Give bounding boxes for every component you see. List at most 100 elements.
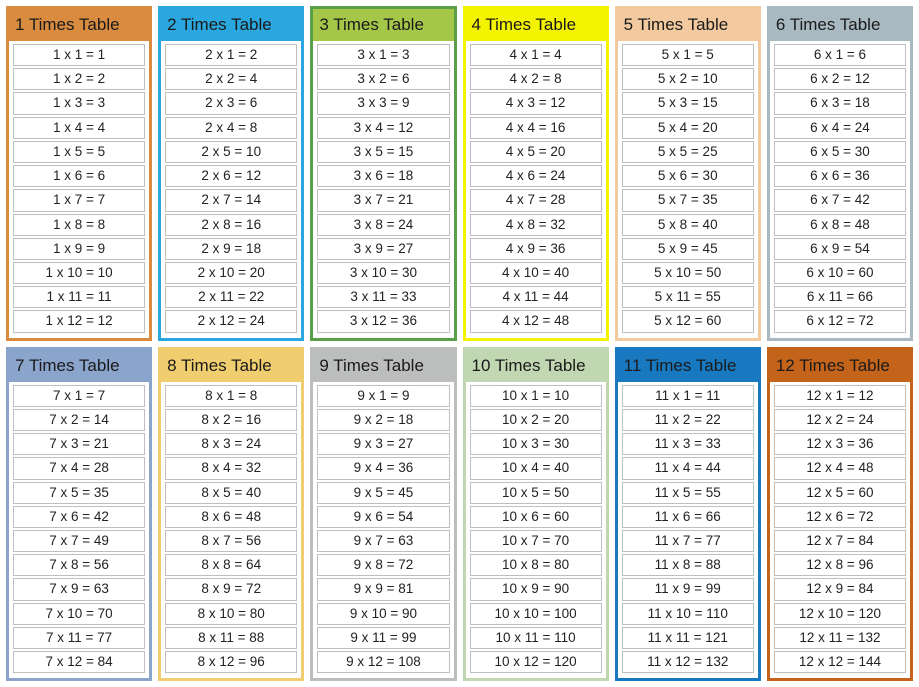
table-row: 7 x 1 = 7 — [13, 385, 145, 407]
table-row: 11 x 11 = 121 — [622, 627, 754, 649]
table-row: 9 x 1 = 9 — [317, 385, 449, 407]
table-row: 9 x 9 = 81 — [317, 578, 449, 600]
times-table-card: 8 Times Table8 x 1 = 88 x 2 = 168 x 3 = … — [158, 347, 304, 682]
card-title: 9 Times Table — [313, 350, 453, 382]
table-row: 12 x 9 = 84 — [774, 578, 906, 600]
table-row: 6 x 2 = 12 — [774, 68, 906, 90]
card-title: 5 Times Table — [618, 9, 758, 41]
card-title: 12 Times Table — [770, 350, 910, 382]
table-row: 11 x 9 = 99 — [622, 578, 754, 600]
card-rows: 4 x 1 = 44 x 2 = 84 x 3 = 124 x 4 = 164 … — [466, 41, 606, 338]
table-row: 12 x 7 = 84 — [774, 530, 906, 552]
table-row: 11 x 1 = 11 — [622, 385, 754, 407]
card-title: 3 Times Table — [313, 9, 453, 41]
table-row: 1 x 6 = 6 — [13, 165, 145, 187]
table-row: 8 x 4 = 32 — [165, 457, 297, 479]
card-rows: 10 x 1 = 1010 x 2 = 2010 x 3 = 3010 x 4 … — [466, 382, 606, 679]
times-table-card: 10 Times Table10 x 1 = 1010 x 2 = 2010 x… — [463, 347, 609, 682]
table-row: 11 x 3 = 33 — [622, 433, 754, 455]
card-rows: 6 x 1 = 66 x 2 = 126 x 3 = 186 x 4 = 246… — [770, 41, 910, 338]
table-row: 5 x 1 = 5 — [622, 44, 754, 66]
table-row: 3 x 5 = 15 — [317, 141, 449, 163]
table-row: 8 x 7 = 56 — [165, 530, 297, 552]
times-table-card: 6 Times Table6 x 1 = 66 x 2 = 126 x 3 = … — [767, 6, 913, 341]
table-row: 5 x 7 = 35 — [622, 189, 754, 211]
table-row: 6 x 9 = 54 — [774, 238, 906, 260]
table-row: 7 x 4 = 28 — [13, 457, 145, 479]
table-row: 1 x 4 = 4 — [13, 117, 145, 139]
table-row: 4 x 6 = 24 — [470, 165, 602, 187]
table-row: 8 x 1 = 8 — [165, 385, 297, 407]
table-row: 5 x 2 = 10 — [622, 68, 754, 90]
table-row: 10 x 1 = 10 — [470, 385, 602, 407]
table-row: 2 x 5 = 10 — [165, 141, 297, 163]
table-row: 7 x 2 = 14 — [13, 409, 145, 431]
card-rows: 8 x 1 = 88 x 2 = 168 x 3 = 248 x 4 = 328… — [161, 382, 301, 679]
table-row: 4 x 7 = 28 — [470, 189, 602, 211]
table-row: 6 x 6 = 36 — [774, 165, 906, 187]
table-row: 12 x 2 = 24 — [774, 409, 906, 431]
table-row: 11 x 12 = 132 — [622, 651, 754, 673]
table-row: 6 x 3 = 18 — [774, 92, 906, 114]
table-row: 1 x 2 = 2 — [13, 68, 145, 90]
table-row: 6 x 1 = 6 — [774, 44, 906, 66]
table-row: 3 x 4 = 12 — [317, 117, 449, 139]
card-title: 11 Times Table — [618, 350, 758, 382]
table-row: 11 x 6 = 66 — [622, 506, 754, 528]
table-row: 5 x 3 = 15 — [622, 92, 754, 114]
table-row: 5 x 12 = 60 — [622, 310, 754, 332]
table-row: 9 x 10 = 90 — [317, 603, 449, 625]
table-row: 1 x 10 = 10 — [13, 262, 145, 284]
times-table-card: 1 Times Table1 x 1 = 11 x 2 = 21 x 3 = 3… — [6, 6, 152, 341]
times-table-card: 9 Times Table9 x 1 = 99 x 2 = 189 x 3 = … — [310, 347, 456, 682]
table-row: 7 x 10 = 70 — [13, 603, 145, 625]
table-row: 3 x 3 = 9 — [317, 92, 449, 114]
table-row: 2 x 3 = 6 — [165, 92, 297, 114]
table-row: 7 x 3 = 21 — [13, 433, 145, 455]
card-title: 6 Times Table — [770, 9, 910, 41]
table-row: 12 x 12 = 144 — [774, 651, 906, 673]
table-row: 10 x 12 = 120 — [470, 651, 602, 673]
table-row: 5 x 5 = 25 — [622, 141, 754, 163]
times-tables-grid: 1 Times Table1 x 1 = 11 x 2 = 21 x 3 = 3… — [6, 6, 913, 681]
table-row: 6 x 11 = 66 — [774, 286, 906, 308]
card-rows: 2 x 1 = 22 x 2 = 42 x 3 = 62 x 4 = 82 x … — [161, 41, 301, 338]
table-row: 9 x 3 = 27 — [317, 433, 449, 455]
times-table-card: 12 Times Table12 x 1 = 1212 x 2 = 2412 x… — [767, 347, 913, 682]
table-row: 4 x 10 = 40 — [470, 262, 602, 284]
card-rows: 5 x 1 = 55 x 2 = 105 x 3 = 155 x 4 = 205… — [618, 41, 758, 338]
table-row: 3 x 7 = 21 — [317, 189, 449, 211]
table-row: 9 x 12 = 108 — [317, 651, 449, 673]
table-row: 5 x 9 = 45 — [622, 238, 754, 260]
table-row: 2 x 12 = 24 — [165, 310, 297, 332]
table-row: 12 x 5 = 60 — [774, 482, 906, 504]
table-row: 2 x 2 = 4 — [165, 68, 297, 90]
card-title: 2 Times Table — [161, 9, 301, 41]
table-row: 2 x 7 = 14 — [165, 189, 297, 211]
table-row: 5 x 6 = 30 — [622, 165, 754, 187]
table-row: 1 x 8 = 8 — [13, 214, 145, 236]
table-row: 1 x 11 = 11 — [13, 286, 145, 308]
table-row: 12 x 8 = 96 — [774, 554, 906, 576]
table-row: 4 x 1 = 4 — [470, 44, 602, 66]
table-row: 2 x 9 = 18 — [165, 238, 297, 260]
table-row: 11 x 8 = 88 — [622, 554, 754, 576]
table-row: 6 x 7 = 42 — [774, 189, 906, 211]
card-rows: 12 x 1 = 1212 x 2 = 2412 x 3 = 3612 x 4 … — [770, 382, 910, 679]
table-row: 1 x 7 = 7 — [13, 189, 145, 211]
times-table-card: 7 Times Table7 x 1 = 77 x 2 = 147 x 3 = … — [6, 347, 152, 682]
table-row: 3 x 1 = 3 — [317, 44, 449, 66]
table-row: 4 x 8 = 32 — [470, 214, 602, 236]
table-row: 11 x 5 = 55 — [622, 482, 754, 504]
card-rows: 11 x 1 = 1111 x 2 = 2211 x 3 = 3311 x 4 … — [618, 382, 758, 679]
table-row: 1 x 9 = 9 — [13, 238, 145, 260]
table-row: 11 x 2 = 22 — [622, 409, 754, 431]
table-row: 8 x 6 = 48 — [165, 506, 297, 528]
table-row: 8 x 3 = 24 — [165, 433, 297, 455]
table-row: 1 x 1 = 1 — [13, 44, 145, 66]
times-table-card: 2 Times Table2 x 1 = 22 x 2 = 42 x 3 = 6… — [158, 6, 304, 341]
times-table-card: 11 Times Table11 x 1 = 1111 x 2 = 2211 x… — [615, 347, 761, 682]
table-row: 4 x 11 = 44 — [470, 286, 602, 308]
table-row: 9 x 6 = 54 — [317, 506, 449, 528]
table-row: 6 x 12 = 72 — [774, 310, 906, 332]
